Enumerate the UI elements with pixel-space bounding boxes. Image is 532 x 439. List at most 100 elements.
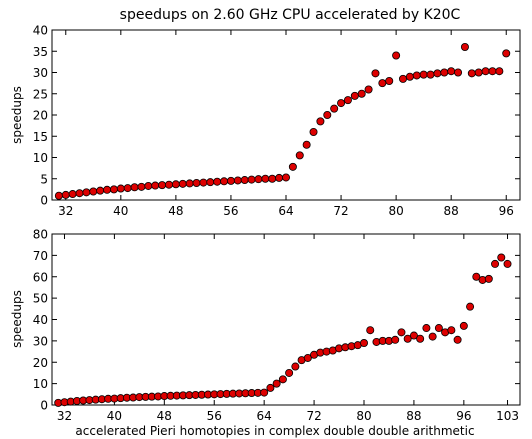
data-point bbox=[474, 68, 483, 77]
data-point bbox=[497, 253, 506, 262]
data-point bbox=[151, 181, 160, 190]
x-tick-label: 64 bbox=[257, 409, 272, 423]
data-point bbox=[316, 117, 325, 126]
y-tick-label: 40 bbox=[33, 313, 48, 327]
data-point bbox=[178, 179, 187, 188]
x-tick-label: 48 bbox=[168, 204, 183, 218]
data-point bbox=[144, 181, 153, 190]
x-tick-label: 56 bbox=[223, 204, 238, 218]
data-point bbox=[158, 181, 167, 190]
y-tick-label: 25 bbox=[33, 87, 48, 101]
data-point bbox=[285, 368, 294, 377]
data-point bbox=[466, 302, 475, 311]
data-point bbox=[392, 51, 401, 60]
data-point bbox=[460, 43, 469, 52]
y-tick-label: 30 bbox=[33, 66, 48, 80]
y-tick-label: 70 bbox=[33, 249, 48, 263]
x-tick-label: 80 bbox=[388, 204, 403, 218]
data-point bbox=[403, 334, 412, 343]
data-point bbox=[281, 173, 290, 182]
x-tick-label: 96 bbox=[499, 204, 514, 218]
x-tick-label: 64 bbox=[278, 204, 293, 218]
data-point bbox=[240, 176, 249, 185]
data-point bbox=[467, 69, 476, 78]
data-point bbox=[75, 189, 84, 198]
data-point bbox=[261, 174, 270, 183]
data-point bbox=[502, 49, 511, 58]
data-point bbox=[109, 185, 118, 194]
y-tick-label: 15 bbox=[33, 130, 48, 144]
data-point bbox=[359, 339, 368, 348]
bottom-x-ticks: 32 40 48 56 64 72 80 88 96 103 bbox=[57, 234, 519, 423]
y-tick-label: 10 bbox=[33, 151, 48, 165]
data-point bbox=[89, 187, 98, 196]
data-point bbox=[116, 184, 125, 193]
x-tick-label: 48 bbox=[157, 409, 172, 423]
data-point bbox=[337, 99, 346, 108]
x-tick-label: 88 bbox=[406, 409, 421, 423]
x-axis-label: accelerated Pieri homotopies in complex … bbox=[75, 424, 474, 438]
data-point bbox=[220, 177, 229, 186]
data-point bbox=[330, 104, 339, 113]
data-point bbox=[254, 175, 263, 184]
data-point bbox=[397, 328, 406, 337]
x-tick-label: 32 bbox=[58, 204, 73, 218]
x-tick-label: 72 bbox=[306, 409, 321, 423]
data-point bbox=[275, 173, 284, 182]
data-point bbox=[366, 326, 375, 335]
y-tick-label: 40 bbox=[33, 24, 48, 38]
y-tick-label: 50 bbox=[33, 292, 48, 306]
data-point bbox=[398, 74, 407, 83]
data-point bbox=[440, 68, 449, 77]
data-point bbox=[459, 321, 468, 330]
data-point bbox=[484, 274, 493, 283]
data-point bbox=[61, 190, 70, 199]
data-point bbox=[123, 184, 132, 193]
top-y-axis-label: speedups bbox=[10, 86, 24, 144]
top-panel: 0 5 10 15 20 25 30 35 40 32 40 48 56 64 72 80 88 96 spee… bbox=[10, 24, 521, 218]
data-point bbox=[291, 362, 300, 371]
data-point bbox=[260, 388, 269, 397]
data-point bbox=[199, 178, 208, 187]
data-point bbox=[371, 69, 380, 78]
data-point bbox=[481, 67, 490, 76]
y-tick-label: 80 bbox=[33, 228, 48, 242]
data-point bbox=[357, 89, 366, 98]
top-x-ticks: 32 40 48 56 64 72 80 88 96 bbox=[58, 30, 514, 218]
data-point bbox=[137, 182, 146, 191]
data-point bbox=[426, 70, 435, 79]
data-point bbox=[192, 178, 201, 187]
bottom-points bbox=[54, 253, 512, 407]
top-y-ticks: 0 5 10 15 20 25 30 35 40 bbox=[33, 24, 520, 208]
data-point bbox=[433, 69, 442, 78]
y-tick-label: 35 bbox=[33, 45, 48, 59]
x-tick-label: 88 bbox=[444, 204, 459, 218]
data-point bbox=[171, 180, 180, 189]
data-point bbox=[233, 176, 242, 185]
bottom-y-axis-label: speedups bbox=[10, 290, 24, 348]
x-tick-label: 96 bbox=[456, 409, 471, 423]
x-tick-label: 80 bbox=[356, 409, 371, 423]
y-tick-label: 10 bbox=[33, 377, 48, 391]
data-point bbox=[213, 177, 222, 186]
bottom-y-ticks: 0 10 20 30 40 50 60 70 80 bbox=[33, 228, 520, 413]
data-point bbox=[350, 91, 359, 100]
data-point bbox=[295, 151, 304, 160]
data-point bbox=[419, 70, 428, 79]
data-point bbox=[103, 185, 112, 194]
data-point bbox=[453, 335, 462, 344]
data-point bbox=[185, 179, 194, 188]
data-point bbox=[266, 383, 275, 392]
data-point bbox=[385, 77, 394, 86]
y-tick-label: 30 bbox=[33, 334, 48, 348]
data-point bbox=[323, 111, 332, 120]
y-tick-label: 0 bbox=[40, 194, 48, 208]
data-point bbox=[378, 79, 387, 88]
data-point bbox=[268, 174, 277, 183]
x-tick-label: 32 bbox=[57, 409, 72, 423]
data-point bbox=[54, 191, 63, 200]
y-tick-label: 60 bbox=[33, 270, 48, 284]
data-point bbox=[503, 259, 512, 268]
y-tick-label: 20 bbox=[33, 109, 48, 123]
